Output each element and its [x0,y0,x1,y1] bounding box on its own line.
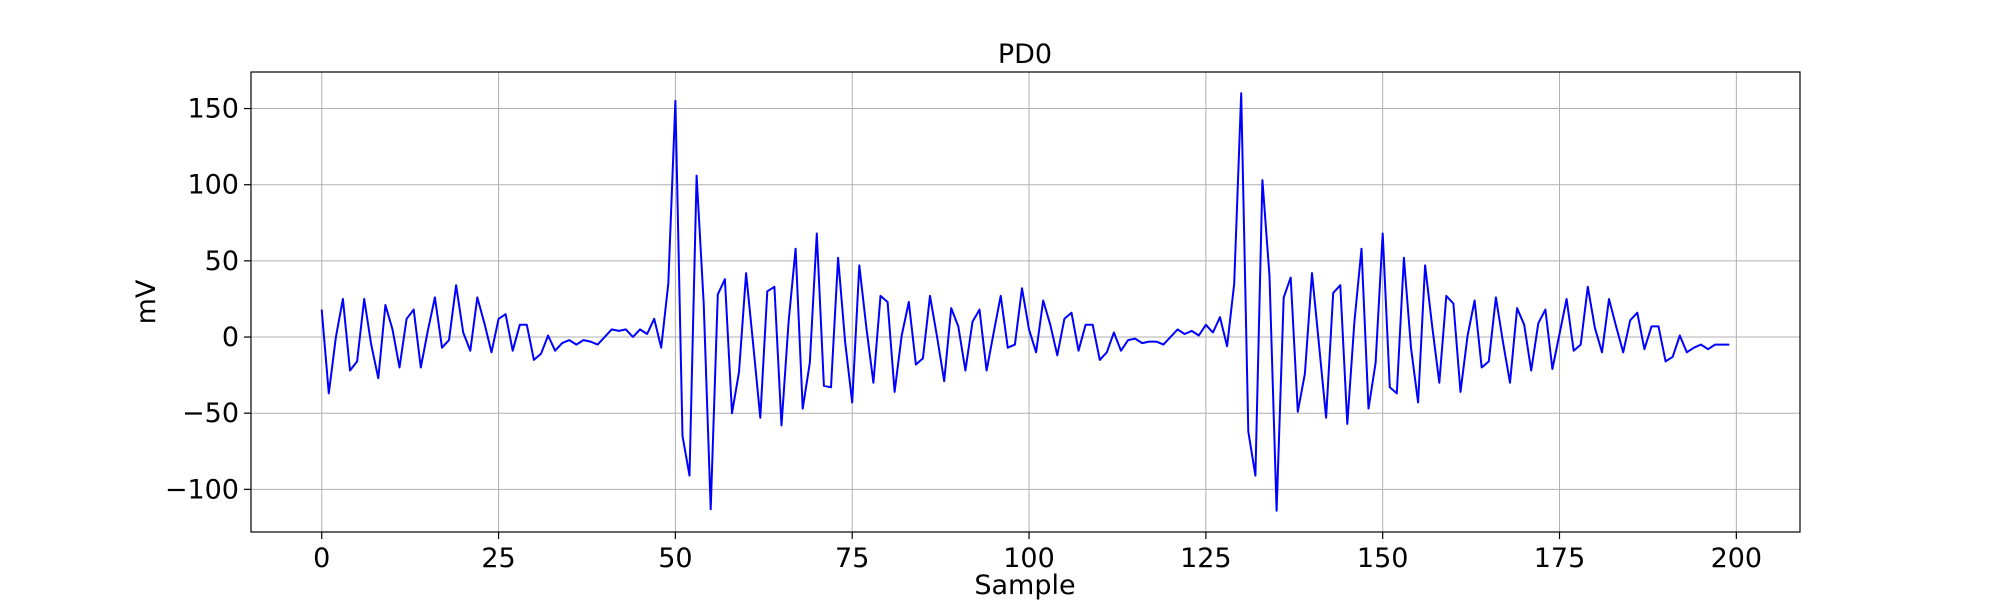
plot-frame [250,71,1801,533]
chart-title: PD0 [998,39,1052,70]
y-axis-label: mV [131,279,162,324]
y-axis: −100 −50 0 50 100 150 [165,94,251,505]
x-axis-label: Sample [974,570,1075,600]
x-tick-label: 50 [658,543,692,574]
x-tick-label: 175 [1534,543,1586,574]
x-tick-label: 75 [835,543,869,574]
y-tick-label: 0 [222,322,239,353]
y-tick-label: 50 [205,246,239,277]
y-tick-label: 150 [187,94,239,125]
x-tick-label: 25 [481,543,515,574]
y-tick-label: 100 [187,170,239,201]
y-tick-label: −100 [165,474,239,505]
x-tick-label: 200 [1711,543,1763,574]
x-tick-label: 125 [1180,543,1232,574]
x-tick-label: 150 [1357,543,1409,574]
x-tick-label: 0 [313,543,330,574]
series-layer [320,92,1730,512]
y-tick-label: −50 [182,398,239,429]
x-tick-label: 100 [1003,543,1055,574]
series-line [320,92,1730,512]
x-axis: 0 25 50 75 100 125 150 175 200 [313,532,1762,574]
